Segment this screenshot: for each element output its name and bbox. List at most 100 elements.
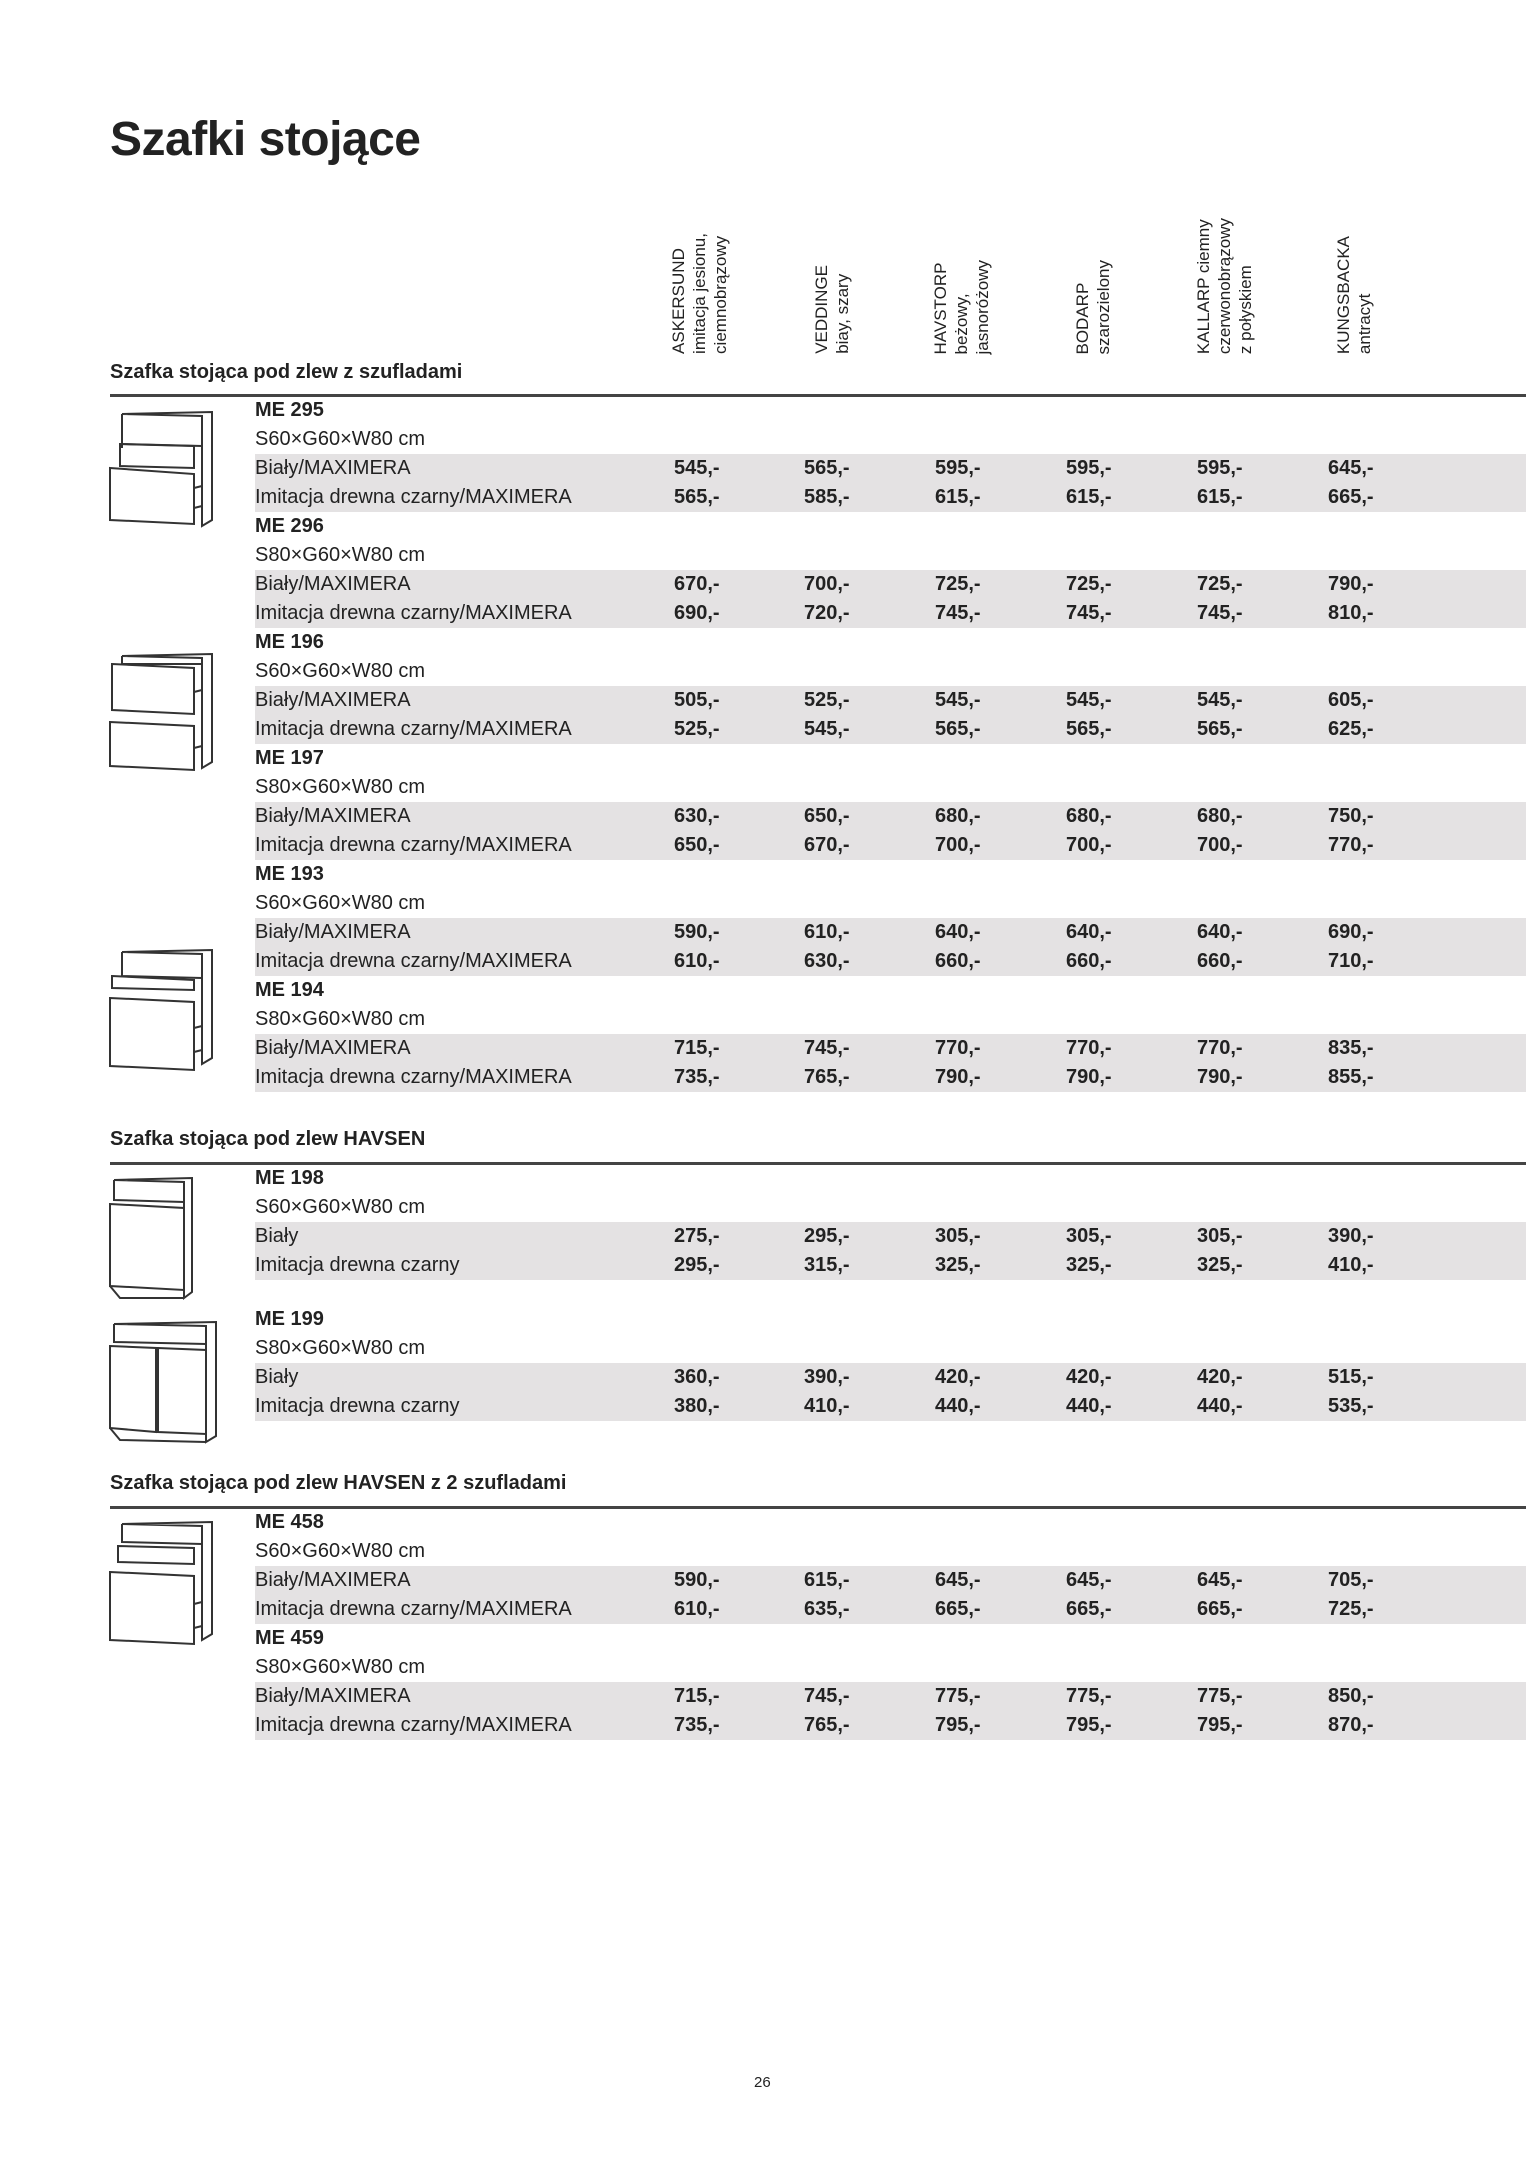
price-cell: 645,- <box>1066 1569 1112 1591</box>
price-cell: 745,- <box>1066 602 1112 624</box>
product-me-199: ME 199 S80×G60×W80 cm Biały 360,- 390,- 420,-… <box>255 1305 1526 1421</box>
price-cell: 850,- <box>1328 1685 1374 1707</box>
price-cell: 390,- <box>1328 1225 1374 1247</box>
price-row: Imitacja drewna czarny/MAXIMERA 650,- 670,… <box>255 831 1526 860</box>
price-cell: 295,- <box>804 1225 850 1247</box>
section-divider <box>110 1162 1526 1165</box>
price-row-label: Imitacja drewna czarny/MAXIMERA <box>255 718 572 740</box>
price-cell: 745,- <box>804 1685 850 1707</box>
price-cell: 775,- <box>1197 1685 1243 1707</box>
price-cell: 770,- <box>935 1037 981 1059</box>
product-code-label: ME 296 <box>255 515 324 537</box>
price-cell: 590,- <box>674 921 720 943</box>
price-cell: 650,- <box>674 834 720 856</box>
price-cell: 380,- <box>674 1395 720 1417</box>
price-cell: 525,- <box>804 689 850 711</box>
page-title: Szafki stojące <box>110 113 421 166</box>
column-header-kungsbacka: KUNGSBACKA antracyt <box>1334 235 1374 354</box>
price-row-label: Imitacja drewna czarny/MAXIMERA <box>255 834 572 856</box>
price-row-label: Imitacja drewna czarny/MAXIMERA <box>255 1066 572 1088</box>
price-row: Biały/MAXIMERA 545,- 565,- 595,- 595,- 595,- 6… <box>255 454 1526 483</box>
product-code: ME 193 <box>255 860 1526 889</box>
section-heading: Szafka stojąca pod zlew z szufladami <box>110 361 463 383</box>
price-cell: 325,- <box>1066 1254 1112 1276</box>
price-cell: 670,- <box>674 573 720 595</box>
price-row-label: Biały/MAXIMERA <box>255 921 411 943</box>
section-divider <box>110 1506 1526 1509</box>
product-code-label: ME 194 <box>255 979 324 1001</box>
product-code-label: ME 459 <box>255 1627 324 1649</box>
price-cell: 870,- <box>1328 1714 1374 1736</box>
price-cell: 715,- <box>674 1685 720 1707</box>
price-cell: 725,- <box>935 573 981 595</box>
price-cell: 515,- <box>1328 1366 1374 1388</box>
price-cell: 725,- <box>1328 1598 1374 1620</box>
price-cell: 660,- <box>935 950 981 972</box>
price-cell: 735,- <box>674 1066 720 1088</box>
price-row-label: Biały <box>255 1225 299 1247</box>
price-cell: 790,- <box>1066 1066 1112 1088</box>
price-cell: 440,- <box>1197 1395 1243 1417</box>
product-code: ME 198 <box>255 1164 1526 1193</box>
price-table: ME 198 S60×G60×W80 cm Biały 275,- 295,- 305,-… <box>255 1164 1526 1421</box>
price-cell: 810,- <box>1328 602 1374 624</box>
section-heading: Szafka stojąca pod zlew HAVSEN <box>110 1128 426 1150</box>
havsen-single-door-illustration <box>109 1176 193 1300</box>
price-cell: 690,- <box>674 602 720 624</box>
product-code: ME 197 <box>255 744 1526 773</box>
price-cell: 680,- <box>1197 805 1243 827</box>
price-cell: 585,- <box>804 486 850 508</box>
havsen-drawer-cabinet-illustration <box>109 1520 213 1646</box>
price-cell: 640,- <box>1066 921 1112 943</box>
price-cell: 610,- <box>674 1598 720 1620</box>
price-cell: 630,- <box>804 950 850 972</box>
price-row-label: Biały/MAXIMERA <box>255 689 411 711</box>
price-cell: 565,- <box>674 486 720 508</box>
price-cell: 745,- <box>804 1037 850 1059</box>
price-cell: 525,- <box>674 718 720 740</box>
price-cell: 275,- <box>674 1225 720 1247</box>
price-row: Imitacja drewna czarny/MAXIMERA 525,- 545,… <box>255 715 1526 744</box>
price-row: Biały/MAXIMERA 670,- 700,- 725,- 725,- 725,- 7… <box>255 570 1526 599</box>
product-code-label: ME 295 <box>255 399 324 421</box>
price-cell: 545,- <box>1066 689 1112 711</box>
product-me-458: ME 458 S60×G60×W80 cm Biały/MAXIMERA 590,- 6… <box>255 1508 1526 1624</box>
product-dimensions-label: S60×G60×W80 cm <box>255 1196 426 1218</box>
price-cell: 735,- <box>674 1714 720 1736</box>
price-cell: 565,- <box>804 457 850 479</box>
price-cell: 640,- <box>1197 921 1243 943</box>
price-cell: 720,- <box>804 602 850 624</box>
product-me-295: ME 295 S60×G60×W80 cm Biały/MAXIMERA 545,- 5… <box>255 396 1526 512</box>
price-row: Biały/MAXIMERA 630,- 650,- 680,- 680,- 680,- 7… <box>255 802 1526 831</box>
price-row-label: Biały/MAXIMERA <box>255 573 411 595</box>
price-table: ME 458 S60×G60×W80 cm Biały/MAXIMERA 590,- 6… <box>255 1508 1526 1740</box>
price-row: Imitacja drewna czarny 295,- 315,- 325,- 325… <box>255 1251 1526 1280</box>
price-cell: 700,- <box>1066 834 1112 856</box>
price-cell: 645,- <box>1328 457 1374 479</box>
price-cell: 610,- <box>674 950 720 972</box>
price-row-label: Imitacja drewna czarny/MAXIMERA <box>255 950 572 972</box>
price-cell: 790,- <box>1328 573 1374 595</box>
product-code: ME 199 <box>255 1305 1526 1334</box>
product-dimensions: S60×G60×W80 cm <box>255 425 1526 454</box>
price-cell: 725,- <box>1066 573 1112 595</box>
price-row-label: Biały/MAXIMERA <box>255 1685 411 1707</box>
price-cell: 440,- <box>1066 1395 1112 1417</box>
product-me-198: ME 198 S60×G60×W80 cm Biały 275,- 295,- 305,-… <box>255 1164 1526 1280</box>
price-row: Imitacja drewna czarny/MAXIMERA 610,- 630,… <box>255 947 1526 976</box>
price-cell: 565,- <box>1197 718 1243 740</box>
price-cell: 630,- <box>674 805 720 827</box>
price-cell: 665,- <box>1197 1598 1243 1620</box>
price-cell: 770,- <box>1197 1037 1243 1059</box>
price-cell: 420,- <box>1197 1366 1243 1388</box>
price-cell: 595,- <box>935 457 981 479</box>
price-cell: 545,- <box>935 689 981 711</box>
price-cell: 835,- <box>1328 1037 1374 1059</box>
price-row: Imitacja drewna czarny/MAXIMERA 565,- 585,… <box>255 483 1526 512</box>
price-cell: 680,- <box>935 805 981 827</box>
price-cell: 420,- <box>935 1366 981 1388</box>
product-dimensions: S60×G60×W80 cm <box>255 1193 1526 1222</box>
product-code: ME 296 <box>255 512 1526 541</box>
column-header-veddinge: VEDDINGE biay, szary <box>812 265 852 354</box>
price-cell: 665,- <box>935 1598 981 1620</box>
